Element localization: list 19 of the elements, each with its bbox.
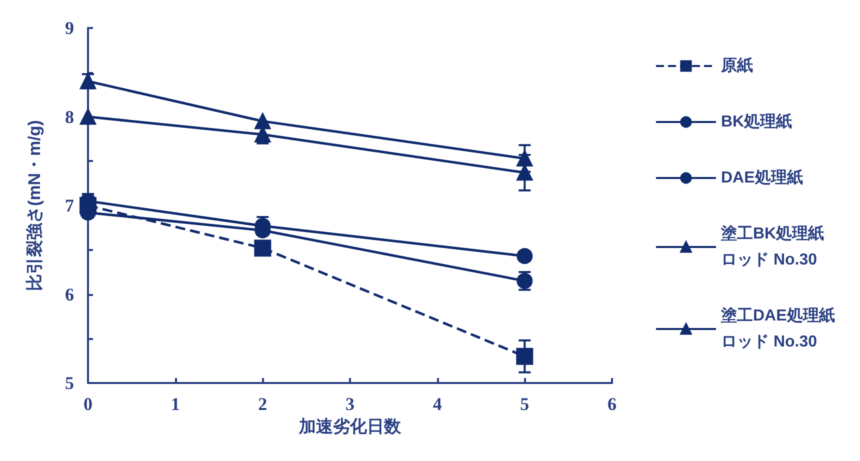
y-tick-label: 9 <box>65 18 74 38</box>
x-tick-label: 5 <box>520 394 530 414</box>
y-tick-label: 8 <box>65 106 74 127</box>
y-tick-label: 7 <box>65 196 74 216</box>
x-tick-label: 3 <box>346 394 354 414</box>
legend-label: 原紙 <box>720 56 753 74</box>
y-tick-label: 6 <box>65 284 74 304</box>
legend-label: 塗工DAE処理紙ロッド No.30 <box>720 306 835 350</box>
legend-label: BK処理紙 <box>721 112 792 130</box>
legend-label: 塗工BK処理紙ロッド No.30 <box>720 224 824 268</box>
legend-label: DAE処理紙 <box>721 168 803 186</box>
x-tick-label: 2 <box>258 394 268 414</box>
x-tick-label: 1 <box>170 394 180 414</box>
x-tick-label: 6 <box>608 394 616 414</box>
x-tick-label: 0 <box>84 394 92 414</box>
y-axis-title: 比引裂強さ(mN・m/g) <box>25 120 44 291</box>
x-axis-title: 加速劣化日数 <box>298 416 402 436</box>
x-tick-label: 4 <box>432 394 442 414</box>
y-tick-label: 5 <box>65 373 74 393</box>
